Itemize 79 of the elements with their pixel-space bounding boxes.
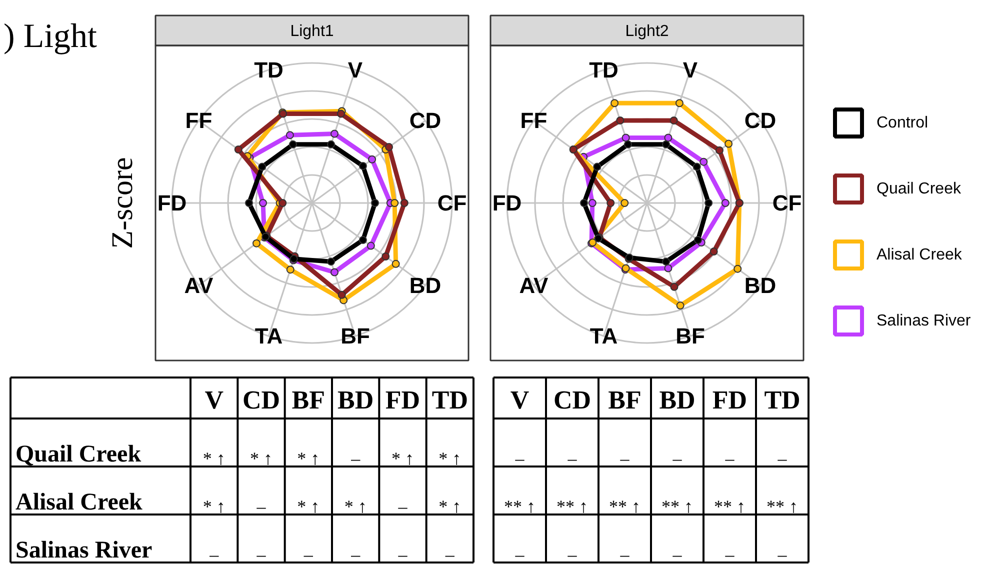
category-label: BD [659, 386, 696, 414]
text: ** ↑ [766, 496, 798, 516]
text: – [568, 448, 577, 468]
text: * ↑ [202, 448, 226, 468]
text: – [620, 544, 630, 564]
text: ** ↑ [714, 496, 746, 516]
legend-label: Quail Creek [876, 180, 962, 198]
spoke-label: CD [744, 108, 776, 134]
spoke-label: TD [589, 57, 618, 82]
category-label: FD [385, 386, 420, 414]
category-label: TD [432, 386, 468, 414]
text: – [351, 544, 360, 564]
category-label: TD [764, 386, 800, 414]
spoke-label: CD [409, 108, 442, 134]
text: – [620, 448, 630, 468]
text: ** ↑ [609, 496, 640, 516]
spoke-label: FD [157, 190, 187, 216]
spoke-label: TA [254, 324, 283, 349]
category-label: BF [608, 386, 642, 414]
text: – [445, 544, 454, 564]
text: ** ↑ [556, 496, 588, 516]
chart-title: Light2 [625, 23, 669, 40]
text: * ↑ [438, 448, 462, 468]
text: Z-score [106, 157, 139, 249]
text: – [515, 448, 524, 468]
chart-title: Light1 [290, 23, 334, 40]
text: – [210, 544, 219, 564]
text: – [725, 448, 734, 468]
text: – [351, 448, 360, 468]
spoke-label: FF [185, 108, 212, 134]
category-label: V [510, 386, 530, 414]
text: ** ↑ [662, 496, 693, 516]
spoke-label: V [682, 57, 698, 82]
text: – [778, 544, 787, 564]
legend-label: Alisal Creek [876, 246, 963, 264]
spoke-label: BF [340, 324, 370, 349]
text: * ↑ [392, 448, 414, 468]
text: – [672, 448, 682, 468]
text: * ↑ [297, 496, 320, 516]
text: – [398, 544, 408, 564]
spoke-label: FD [492, 190, 522, 216]
text: – [398, 496, 408, 516]
category-label: BD [338, 386, 374, 414]
category-label: V [204, 386, 224, 414]
text: – [256, 496, 266, 516]
category-label: FD [712, 386, 748, 414]
text: – [515, 544, 524, 564]
category-label: BF [292, 386, 326, 414]
spoke-label: FF [520, 108, 548, 134]
legend-label: Control [876, 114, 928, 132]
text: – [568, 544, 577, 564]
text: ) Light [4, 18, 98, 55]
text: * ↑ [250, 448, 272, 468]
text: – [672, 544, 682, 564]
spoke-label: TA [590, 324, 618, 349]
spoke-label: AV [184, 272, 214, 298]
category-label: CD [553, 386, 592, 414]
text: – [256, 544, 266, 564]
text: * ↑ [344, 496, 367, 516]
text: * ↑ [438, 496, 462, 516]
category-label: Alisal Creek [16, 490, 142, 516]
spoke-label: TD [254, 57, 284, 82]
text: ** ↑ [504, 496, 536, 516]
text: * ↑ [202, 496, 226, 516]
spoke-label: AV [519, 272, 549, 298]
text: – [725, 544, 734, 564]
spoke-label: BF [676, 324, 705, 349]
spoke-label: CF [437, 190, 467, 216]
legend-label: Salinas River [876, 312, 972, 330]
spoke-label: BD [409, 272, 442, 298]
category-label: CD [242, 386, 280, 414]
text: – [778, 448, 787, 468]
spoke-label: CF [772, 190, 802, 216]
spoke-label: V [348, 57, 363, 82]
category-label: Salinas River [16, 538, 152, 564]
spoke-label: BD [744, 272, 776, 298]
text: – [304, 544, 313, 564]
category-label: Quail Creek [16, 442, 142, 468]
text: * ↑ [297, 448, 320, 468]
